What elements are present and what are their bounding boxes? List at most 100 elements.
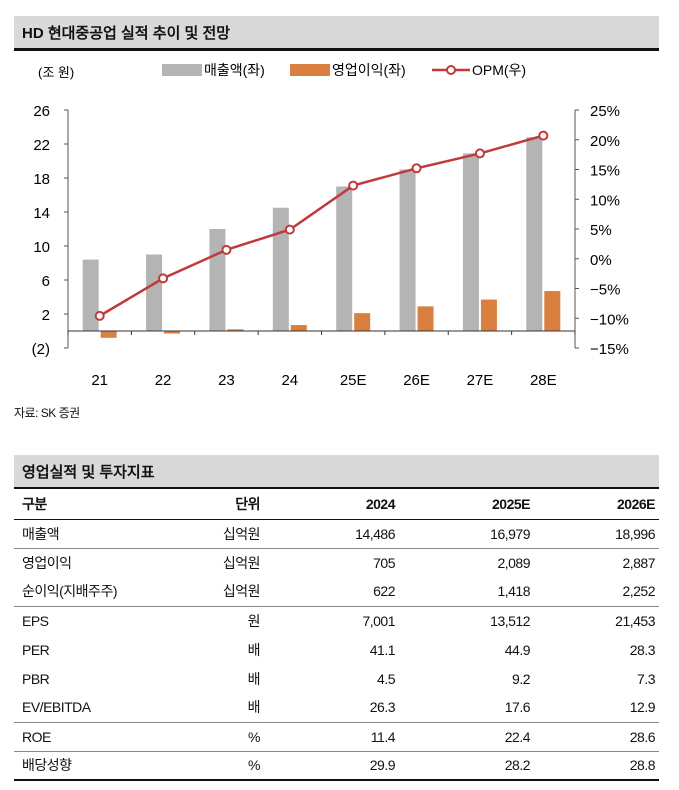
table-cell: 16,979 — [399, 519, 534, 549]
right-tick-label: 20% — [590, 133, 620, 150]
right-tick-label: 10% — [590, 192, 620, 209]
table-row: EV/EBITDA 배 26.3 17.6 12.9 — [14, 693, 659, 723]
table-cell: 7.3 — [637, 670, 655, 687]
opm-point — [411, 163, 422, 174]
table-cell: 28.8 — [534, 751, 659, 781]
operating-profit-bar — [164, 331, 181, 334]
table-row: 순이익(지배주주) 십억원 622 1,418 2,252 — [14, 577, 659, 607]
table-cell: 1,418 — [399, 577, 534, 607]
table-cell: 18,996 — [534, 519, 659, 549]
x-tick-label: 25E — [340, 372, 367, 389]
table-row: PBR 배 4.5 9.2 7.3 — [14, 664, 659, 693]
revenue-bar — [462, 153, 479, 331]
revenue-bar — [82, 259, 99, 331]
table-title-text: 영업실적 및 투자지표 — [22, 463, 155, 481]
table-row: 영업이익 십억원 705 2,089 2,887 — [14, 548, 659, 577]
table-cell: 배당성향 — [14, 751, 124, 781]
revenue-bar — [146, 254, 163, 331]
left-tick-label: 2 — [42, 307, 50, 324]
unit-label: (조 원) — [38, 65, 74, 80]
table-cell: 2,887 — [622, 554, 655, 571]
right-tick-label: −5% — [590, 282, 620, 299]
table-cell: 2,089 — [497, 554, 530, 571]
table-cell: 28.6 — [534, 722, 659, 752]
table-cell: 12.9 — [534, 693, 659, 723]
table-row: PER 배 41.1 44.9 28.3 — [14, 635, 659, 664]
table-cell: 배 — [247, 641, 261, 658]
table-cell: 13,512 — [490, 612, 530, 629]
right-tick-label: 25% — [590, 103, 620, 120]
operating-profit-bar — [100, 331, 117, 338]
table-cell: 십억원 — [124, 519, 264, 549]
left-tick-label: (2) — [32, 341, 50, 358]
table-cell: 십억원 — [124, 577, 264, 607]
table-cell: 매출액 — [14, 519, 124, 549]
table-cell: 26.3 — [264, 693, 399, 723]
left-tick-label: 22 — [33, 137, 50, 154]
chart: (조 원) 매출액(좌) 영업이익(좌) OPM(우) 26 22 18 14 10 6 2 (2) 2… — [32, 62, 629, 389]
operating-profit-bar — [480, 299, 497, 331]
revenue-bar — [209, 229, 226, 331]
opm-point — [348, 180, 359, 191]
legend-marker-opm — [446, 65, 456, 75]
table-row: EPS 원 7,001 13,512 21,453 — [14, 606, 659, 635]
revenue-bar — [399, 169, 416, 331]
table-cell: 622 — [264, 577, 399, 607]
table-cell: 11.4 — [264, 722, 399, 752]
legend-label-revenue: 매출액(좌) — [204, 62, 265, 78]
x-tick-label: 28E — [530, 372, 557, 389]
column-header: 2025E — [399, 489, 534, 520]
table-row: 매출액 십억원 14,486 16,979 18,996 — [14, 519, 659, 549]
column-header: 2024 — [264, 489, 399, 520]
table-title: 영업실적 및 투자지표 — [14, 455, 659, 489]
table-cell: ROE — [14, 722, 124, 752]
opm-point — [284, 224, 295, 235]
table-cell: 44.9 — [504, 641, 531, 658]
left-tick-label: 18 — [33, 171, 50, 188]
table-cell: PER — [22, 641, 50, 658]
revenue-bar — [272, 207, 289, 331]
right-tick-label: 15% — [590, 163, 620, 180]
opm-point — [158, 273, 169, 284]
table-cell: 4.5 — [377, 670, 395, 687]
table-cell: 28.3 — [629, 641, 656, 658]
legend-label-opm: OPM(우) — [472, 62, 526, 78]
x-tick-label: 24 — [281, 372, 298, 389]
table-cell: EPS — [22, 612, 49, 629]
opm-point — [538, 130, 549, 141]
right-tick-label: −15% — [590, 341, 629, 358]
revenue-bar — [336, 186, 353, 331]
table-cell: 배 — [247, 670, 261, 687]
column-header: 구분 — [14, 489, 124, 520]
legend-label-op: 영업이익(좌) — [332, 62, 406, 78]
opm-line — [99, 134, 544, 317]
table-cell: % — [124, 751, 264, 781]
table-cell: % — [124, 722, 264, 752]
legend-swatch-op — [290, 64, 330, 76]
operating-profit-bar — [354, 313, 371, 331]
x-tick-label: 22 — [155, 372, 172, 389]
opm-point — [221, 244, 232, 255]
table-cell: 21,453 — [615, 612, 655, 629]
table-cell: 원 — [247, 612, 261, 629]
column-header: 단위 — [124, 489, 264, 520]
operating-profit-bar — [227, 329, 244, 331]
table-header-row: 구분 단위 2024 2025E 2026E — [14, 489, 659, 520]
right-tick-label: 0% — [590, 252, 612, 269]
operating-profit-bar — [544, 291, 561, 331]
chart-title: HD 현대중공업 실적 추이 및 전망 — [14, 16, 659, 51]
chart-title-text: HD 현대중공업 실적 추이 및 전망 — [22, 24, 231, 42]
table-cell: 22.4 — [399, 722, 534, 752]
table-cell: 십억원 — [222, 554, 261, 571]
column-header: 2026E — [534, 489, 659, 520]
operating-profit-bar — [417, 306, 434, 331]
left-tick-label: 6 — [42, 273, 50, 290]
table-row: 배당성향% 29.9 28.2 28.8 — [14, 751, 659, 781]
x-tick-label: 26E — [403, 372, 430, 389]
table-cell: 7,001 — [362, 612, 395, 629]
x-tick-label: 27E — [467, 372, 494, 389]
table-cell: 2,252 — [534, 577, 659, 607]
table-cell: 순이익(지배주주) — [14, 577, 124, 607]
financial-table: 구분 단위 2024 2025E 2026E 매출액 십억원 14,486 16,979 18,… — [14, 489, 659, 781]
left-tick-label: 10 — [33, 239, 50, 256]
